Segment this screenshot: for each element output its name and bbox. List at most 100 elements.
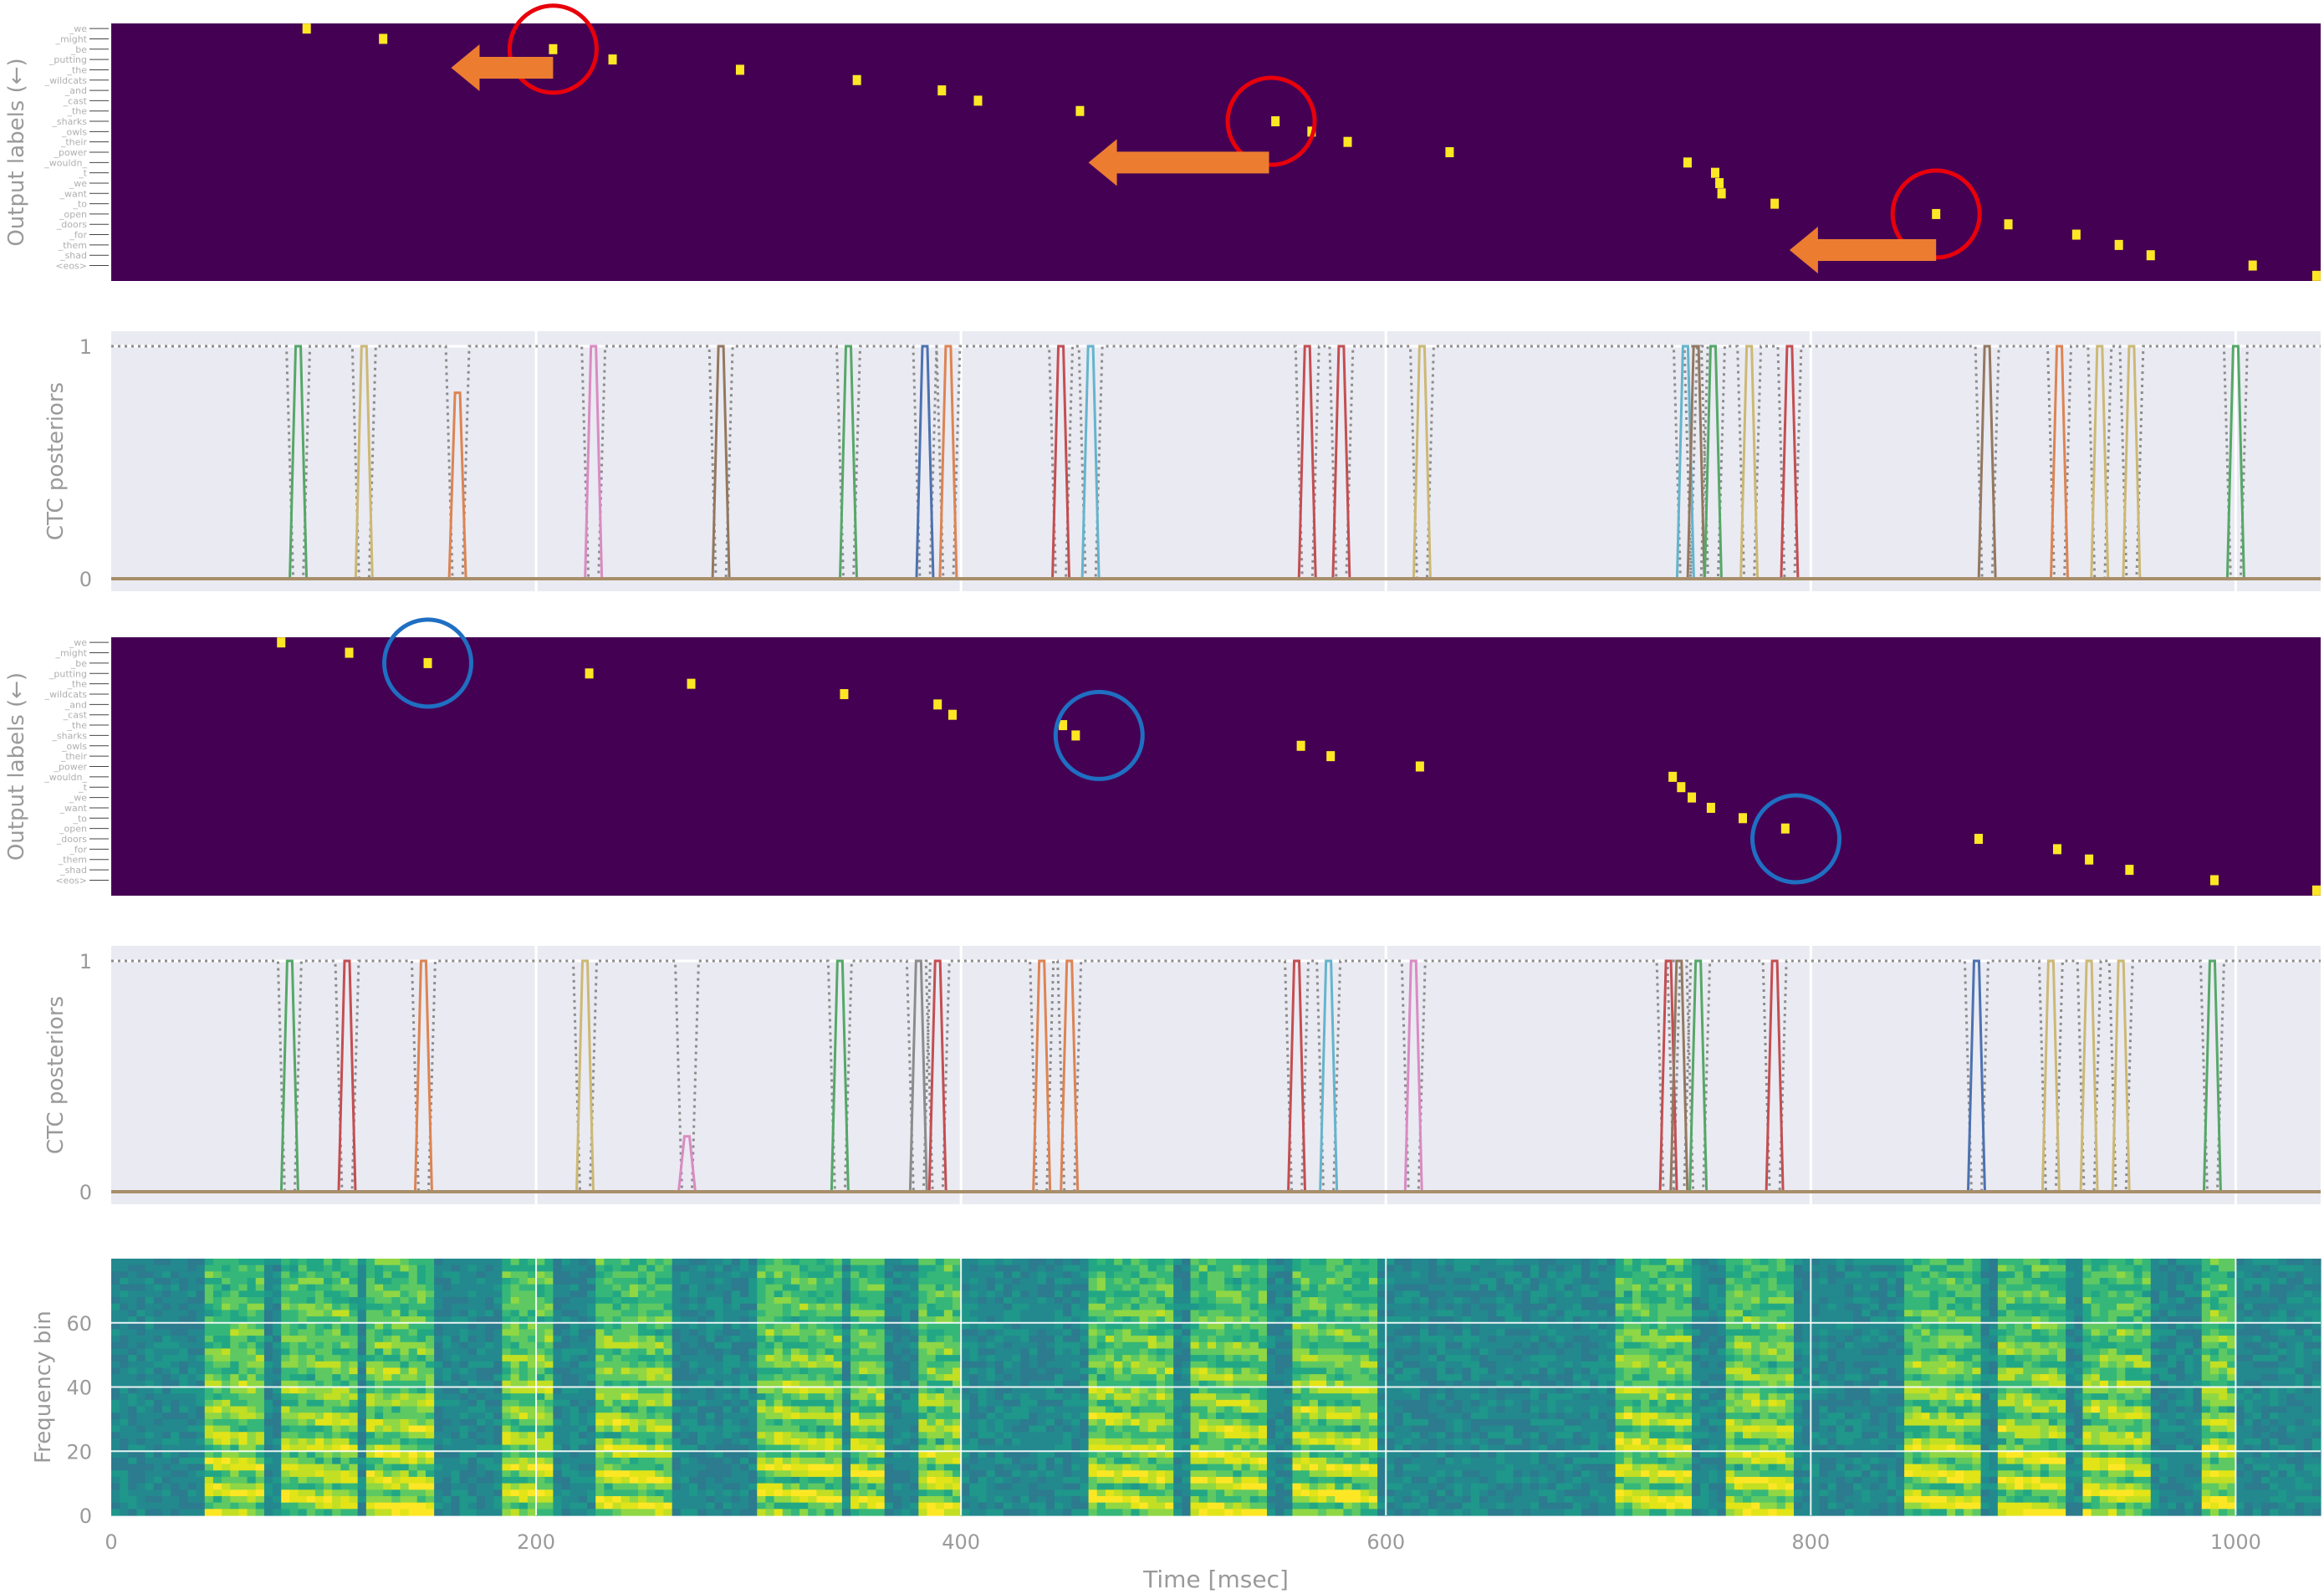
spectrogram-cell	[621, 1406, 631, 1413]
spectrogram-cell	[187, 1457, 197, 1465]
spectrogram-cell	[273, 1367, 282, 1375]
spectrogram-cell	[349, 1464, 359, 1471]
spectrogram-cell	[774, 1329, 784, 1336]
spectrogram-cell	[680, 1297, 690, 1305]
spectrogram-cell	[365, 1336, 375, 1343]
spectrogram-cell	[994, 1341, 1004, 1350]
spectrogram-cell	[289, 1336, 299, 1343]
spectrogram-cell	[570, 1341, 580, 1350]
spectrogram-cell	[238, 1284, 248, 1291]
spectrogram-cell	[502, 1489, 512, 1497]
spectrogram-cell	[892, 1316, 902, 1324]
spectrogram-cell	[459, 1399, 469, 1408]
spectrogram-cell	[1063, 1393, 1072, 1401]
spectrogram-cell	[187, 1355, 197, 1362]
token-label: _we	[69, 178, 87, 189]
spectrogram-cell	[536, 1259, 545, 1266]
spectrogram-cell	[884, 1367, 894, 1375]
spectrogram-cell	[451, 1374, 461, 1382]
spectrogram-cell	[723, 1393, 733, 1401]
spectrogram-cell	[255, 1444, 265, 1452]
spectrogram-cell	[1029, 1470, 1039, 1478]
spectrogram-cell	[451, 1406, 461, 1413]
spectrogram-cell	[638, 1380, 647, 1388]
spectrogram-cell	[1029, 1361, 1039, 1369]
spectrogram-cell	[518, 1509, 529, 1516]
spectrogram-cell	[1080, 1413, 1090, 1420]
spectrogram-cell	[212, 1509, 222, 1516]
spectrogram-cell	[833, 1336, 843, 1343]
spectrogram-cell	[697, 1348, 707, 1356]
spectrogram-cell	[238, 1374, 248, 1382]
spectrogram-cell	[527, 1290, 537, 1298]
spectrogram-cell	[281, 1470, 290, 1478]
spectrogram-cell	[1045, 1310, 1055, 1317]
spectrogram-cell	[1071, 1393, 1081, 1401]
alignment-point	[933, 699, 942, 710]
spectrogram-cell	[918, 1432, 928, 1439]
spectrogram-cell	[212, 1476, 222, 1484]
spectrogram-cell	[204, 1418, 214, 1427]
spectrogram-cell	[238, 1464, 248, 1471]
spectrogram-cell	[212, 1329, 222, 1336]
spectrogram-cell	[731, 1264, 741, 1272]
spectrogram-cell	[799, 1329, 809, 1336]
spectrogram-cell	[349, 1483, 359, 1490]
spectrogram-cell	[289, 1297, 299, 1305]
spectrogram-cell	[587, 1322, 596, 1331]
spectrogram-cell	[961, 1438, 970, 1446]
spectrogram-cell	[782, 1380, 792, 1388]
spectrogram-cell	[927, 1278, 937, 1285]
spectrogram-cell	[884, 1374, 894, 1382]
spectrogram-cell	[799, 1290, 809, 1298]
spectrogram-cell	[171, 1380, 180, 1388]
spectrogram-cell	[850, 1476, 860, 1484]
spectrogram-cell	[247, 1457, 257, 1465]
spectrogram-cell	[187, 1483, 197, 1490]
spectrogram-cell	[485, 1259, 494, 1266]
spectrogram-cell	[357, 1502, 367, 1510]
spectrogram-cell	[918, 1406, 928, 1413]
spectrogram-cell	[595, 1425, 605, 1433]
spectrogram-cell	[935, 1464, 945, 1471]
spectrogram-cell	[902, 1297, 911, 1305]
spectrogram-cell	[612, 1476, 622, 1484]
posterior-spike	[915, 345, 935, 580]
spectrogram-cell	[255, 1329, 265, 1336]
spectrogram-cell	[1096, 1444, 1106, 1452]
spectrogram-cell	[255, 1361, 265, 1369]
spectrogram-cell	[1029, 1355, 1039, 1362]
spectrogram-cell	[816, 1509, 826, 1516]
spectrogram-cell	[451, 1259, 461, 1266]
spectrogram-cell	[621, 1432, 631, 1439]
spectrogram-cell	[799, 1418, 809, 1427]
spectrogram-cell	[263, 1457, 273, 1465]
spectrogram-cell	[757, 1329, 767, 1336]
spectrogram-cell	[1020, 1418, 1030, 1427]
spectrogram-cell	[247, 1341, 257, 1350]
spectrogram-cell	[638, 1413, 647, 1420]
spectrogram-cell	[111, 1387, 120, 1394]
spectrogram-cell	[1054, 1322, 1064, 1331]
spectrogram-cell	[375, 1322, 384, 1331]
spectrogram-cell	[706, 1355, 716, 1362]
spectrogram-cell	[765, 1438, 775, 1446]
spectrogram-cell	[943, 1271, 953, 1279]
spectrogram-cell	[790, 1464, 800, 1471]
spectrogram-cell	[884, 1495, 894, 1504]
spectrogram-cell	[833, 1470, 843, 1478]
posterior-spike	[839, 345, 859, 580]
spectrogram-cell	[918, 1264, 928, 1272]
spectrogram-cell	[1114, 1374, 1123, 1382]
spectrogram-cell	[706, 1322, 716, 1331]
spectrogram-cell	[391, 1387, 401, 1394]
spectrogram-cell	[179, 1413, 189, 1420]
alignment-plot-top: _we_might_be_putting_the_wildcats_and_ca…	[4, 3, 2321, 281]
spectrogram-cell	[1054, 1387, 1064, 1394]
spectrogram-cell	[612, 1489, 622, 1497]
spectrogram-cell	[757, 1451, 767, 1459]
spectrogram-cell	[289, 1502, 299, 1510]
spectrogram-cell	[867, 1470, 877, 1478]
spectrogram-cell	[1045, 1451, 1055, 1459]
spectrogram-cell	[332, 1310, 341, 1317]
